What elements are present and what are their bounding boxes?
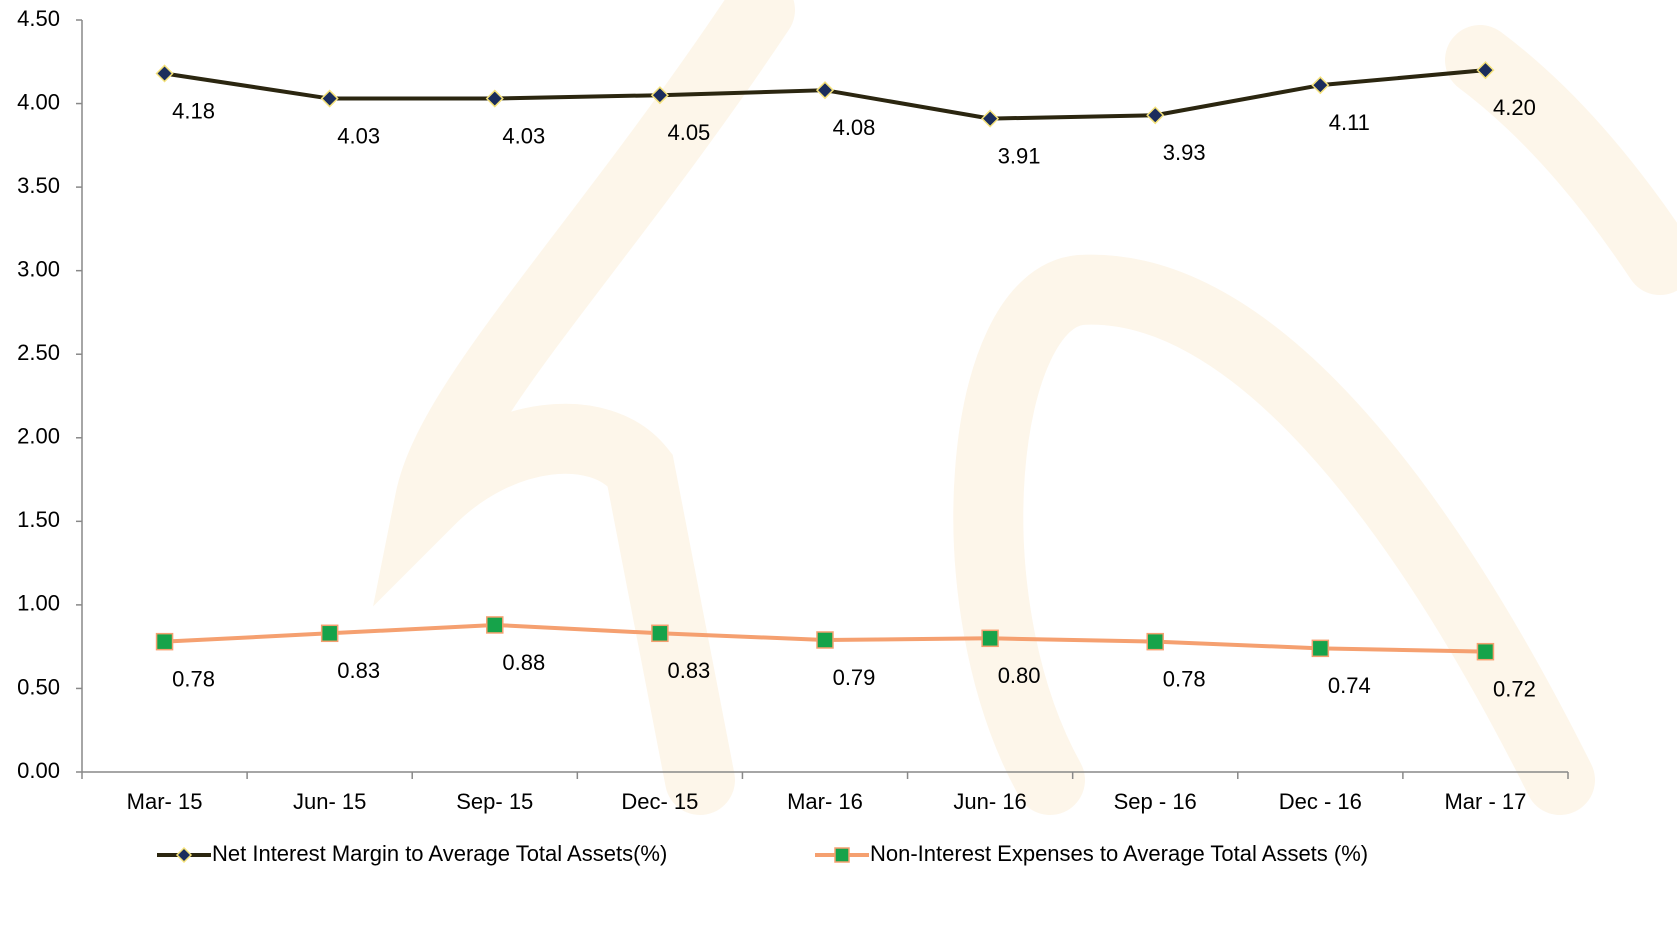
- watermark: [372, 0, 1677, 815]
- data-label: 4.05: [667, 120, 710, 145]
- data-label: 4.08: [833, 115, 876, 140]
- data-label: 4.03: [337, 123, 380, 148]
- marker: [485, 89, 504, 108]
- marker: [816, 631, 834, 649]
- marker: [320, 624, 339, 643]
- y-tick-label: 3.50: [17, 173, 60, 198]
- marker: [834, 847, 850, 863]
- data-label: 4.03: [502, 123, 545, 148]
- marker: [155, 632, 174, 651]
- marker: [650, 86, 669, 105]
- marker: [486, 616, 504, 634]
- x-tick-label: Jun- 15: [293, 789, 366, 814]
- y-tick-label: 2.50: [17, 340, 60, 365]
- data-label: 0.79: [833, 665, 876, 690]
- y-tick-label: 4.00: [17, 89, 60, 114]
- y-tick-label: 0.50: [17, 674, 60, 699]
- data-label: 0.72: [1493, 676, 1536, 701]
- x-tick-label: Mar- 16: [787, 789, 863, 814]
- x-tick-label: Dec - 16: [1279, 789, 1362, 814]
- data-label: 0.78: [172, 666, 215, 691]
- marker: [1146, 106, 1165, 125]
- x-tick-label: Jun- 16: [953, 789, 1026, 814]
- x-tick-label: Mar- 15: [127, 789, 203, 814]
- marker: [651, 624, 669, 643]
- marker: [175, 846, 193, 864]
- y-tick-label: 1.00: [17, 591, 60, 616]
- y-tick-label: 2.00: [17, 424, 60, 449]
- data-label: 4.20: [1493, 95, 1536, 120]
- data-label: 0.74: [1328, 673, 1371, 698]
- y-tick-label: 1.50: [17, 507, 60, 532]
- y-tick-label: 3.00: [17, 256, 60, 281]
- data-label: 0.83: [667, 658, 710, 683]
- marker: [320, 89, 339, 108]
- data-label: 0.80: [998, 663, 1041, 688]
- legend-label: Non-Interest Expenses to Average Total A…: [870, 841, 1368, 866]
- data-label: 0.83: [337, 658, 380, 683]
- marker: [1146, 632, 1164, 651]
- data-label: 0.78: [1163, 666, 1206, 691]
- marker: [1476, 642, 1495, 661]
- marker: [155, 64, 174, 83]
- marker: [1311, 76, 1330, 95]
- marker: [1476, 61, 1495, 80]
- marker: [981, 629, 999, 648]
- y-tick-label: 4.50: [17, 6, 60, 31]
- marker: [1311, 639, 1330, 658]
- y-tick-label: 0.00: [17, 758, 60, 783]
- marker: [815, 81, 835, 100]
- x-tick-label: Dec- 15: [621, 789, 698, 814]
- data-label: 3.91: [998, 143, 1041, 168]
- data-label: 0.88: [502, 650, 545, 675]
- marker: [981, 109, 1000, 128]
- x-tick-label: Sep - 16: [1114, 789, 1197, 814]
- data-label: 3.93: [1163, 140, 1206, 165]
- data-label: 4.11: [1329, 110, 1370, 135]
- legend-label: Net Interest Margin to Average Total Ass…: [212, 841, 667, 866]
- x-tick-label: Sep- 15: [456, 789, 533, 814]
- x-tick-label: Mar - 17: [1444, 789, 1526, 814]
- data-label: 4.18: [172, 98, 215, 123]
